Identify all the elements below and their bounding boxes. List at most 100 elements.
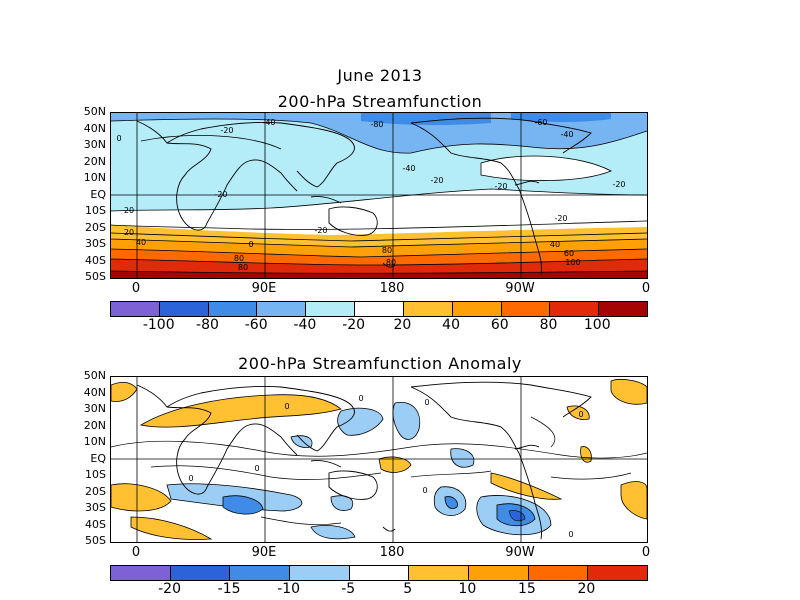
contour-label: 60 <box>564 249 574 258</box>
colorbar-label: 20 <box>577 581 596 597</box>
contour-label: -60 <box>534 118 547 127</box>
colorbar-swatch <box>208 302 258 316</box>
contour-label: 80 <box>386 258 396 267</box>
contour-label: 0 <box>254 464 259 473</box>
contour-label: -80 <box>370 120 383 129</box>
contour-label: 0 <box>424 398 429 407</box>
longitude-tick-label: 180 <box>379 281 405 296</box>
colorbar-label: 40 <box>442 317 460 333</box>
latitude-tick-label: 20N <box>83 154 106 168</box>
longitude-tick-label: 0 <box>641 281 651 296</box>
colorbar-swatch <box>290 566 350 580</box>
latitude-tick-label: EQ <box>90 451 106 465</box>
panel2-title: 200-hPa Streamfunction Anomaly <box>238 354 522 373</box>
colorbar-swatch <box>588 566 648 580</box>
panel2-map: 0 0 0 0 0 0 0 0 <box>110 376 648 543</box>
panel1-streamfunction-field: -80 -60 -40 -40 -40 -20 -20 -20 -20 -20 … <box>111 113 647 278</box>
colorbar-label: -60 <box>244 317 268 333</box>
colorbar-swatch <box>257 302 307 316</box>
contour-label: -20 <box>314 226 327 235</box>
longitude-tick-label: 180 <box>379 545 405 560</box>
latitude-tick-label: 40N <box>83 385 106 399</box>
colorbar-swatch <box>403 302 453 316</box>
latitude-tick-label: 50S <box>85 534 106 547</box>
colorbar-swatch <box>306 302 356 316</box>
latitude-tick-label: 20S <box>85 484 106 498</box>
latitude-tick-label: 40S <box>85 517 106 531</box>
latitude-tick-label: 50S <box>85 270 106 283</box>
contour-label: 0 <box>284 402 289 411</box>
colorbar-label: -15 <box>217 581 241 597</box>
contour-label: -20 <box>554 214 567 223</box>
latitude-tick-label: 30S <box>85 501 106 514</box>
colorbar-label: -100 <box>142 317 175 333</box>
panel2-contour-labels: 0 0 0 0 0 0 0 0 <box>188 394 583 539</box>
longitude-tick-label: 90W <box>505 545 535 560</box>
colorbar-swatch <box>111 566 171 580</box>
panel1-coastlines <box>136 117 592 276</box>
latitude-tick-label: 10S <box>85 468 106 481</box>
colorbar-swatch <box>501 302 551 316</box>
panel2-anomaly-field: 0 0 0 0 0 0 0 0 <box>111 377 647 542</box>
colorbar-label: 80 <box>539 317 558 333</box>
colorbar-label: -40 <box>293 317 317 333</box>
contour-label: 80 <box>382 246 392 255</box>
colorbar-swatch <box>599 302 647 316</box>
colorbar-swatch <box>111 302 160 316</box>
contour-label: -20 <box>214 190 227 199</box>
latitude-tick-label: 50N <box>83 105 106 118</box>
contour-label: -20 <box>220 126 233 135</box>
colorbar-label: 60 <box>490 317 509 333</box>
panel1-contour-labels: -80 -60 -40 -40 -40 -20 -20 -20 -20 -20 … <box>116 118 625 272</box>
colorbar-swatch <box>159 302 209 316</box>
contour-label: -20 <box>612 180 625 189</box>
latitude-tick-label: 40N <box>83 121 106 135</box>
latitude-tick-label: 10S <box>85 204 106 217</box>
colorbar-swatch <box>230 566 291 580</box>
latitude-tick-label: 40S <box>85 253 106 267</box>
latitude-tick-label: 10N <box>83 435 106 448</box>
contour-label: 100 <box>565 258 580 267</box>
contour-label: 0 <box>188 474 193 483</box>
longitude-tick-label: 90E <box>251 545 277 560</box>
contour-label: 0 <box>358 394 363 403</box>
longitude-tick-label: 0 <box>131 281 141 296</box>
latitude-tick-label: 50N <box>83 369 106 382</box>
contour-label: -40 <box>560 130 573 139</box>
figure-title: June 2013 <box>337 66 423 85</box>
longitude-tick-label: 0 <box>131 545 141 560</box>
colorbar-label: 20 <box>393 317 412 333</box>
latitude-tick-label: 20N <box>83 418 106 432</box>
latitude-tick-label: 30S <box>85 237 106 250</box>
colorbar-swatch <box>452 302 502 316</box>
latitude-tick-label: 20S <box>85 220 106 234</box>
panel1-colorbar <box>110 301 648 317</box>
latitude-tick-label: 30N <box>83 402 106 415</box>
panel1-map: -80 -60 -40 -40 -40 -20 -20 -20 -20 -20 … <box>110 112 648 279</box>
contour-label: -40 <box>262 118 275 127</box>
colorbar-swatch <box>550 302 600 316</box>
colorbar-swatch <box>170 566 231 580</box>
colorbar-label: 100 <box>583 317 611 333</box>
contour-label: 80 <box>238 263 248 272</box>
colorbar-label: 15 <box>517 581 536 597</box>
colorbar-swatch <box>409 566 470 580</box>
panel2-colorbar <box>110 565 648 581</box>
colorbar-label: -10 <box>277 581 301 597</box>
contour-label: 0 <box>578 410 583 419</box>
contour-label: 40 <box>550 240 560 249</box>
colorbar-swatch <box>349 566 410 580</box>
contour-label: -20 <box>494 182 507 191</box>
contour-label: 20 <box>124 206 134 215</box>
colorbar-label: -80 <box>196 317 219 333</box>
contour-label: 0 <box>568 530 573 539</box>
contour-label: 20 <box>124 228 134 237</box>
longitude-tick-label: 90E <box>251 281 277 296</box>
colorbar-label: -20 <box>342 317 366 333</box>
longitude-tick-label: 90W <box>505 281 535 296</box>
colorbar-label: 10 <box>458 581 477 597</box>
contour-label: 0 <box>248 240 253 249</box>
contour-label: 0 <box>116 134 121 143</box>
colorbar-swatch <box>355 302 404 316</box>
contour-label: 0 <box>422 486 427 495</box>
